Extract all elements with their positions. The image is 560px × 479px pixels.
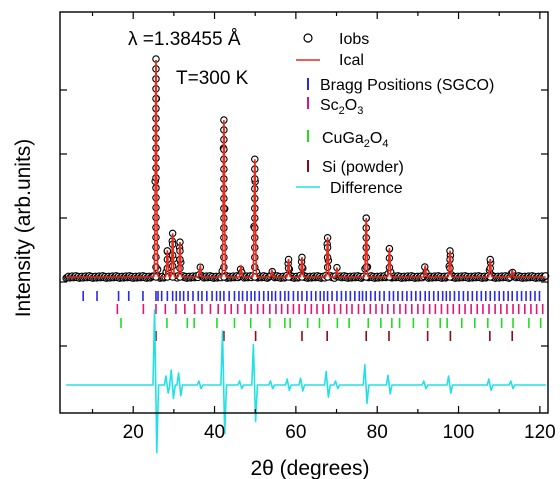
legend-label-si: Si (powder)	[322, 159, 404, 176]
iobs-point	[251, 224, 259, 232]
x-tick-label: 60	[285, 422, 306, 443]
iobs-point	[152, 193, 160, 202]
iobs-point	[362, 263, 370, 271]
legend-marker-iobs	[303, 33, 313, 43]
iobs-point	[152, 233, 160, 242]
iobs-point	[446, 264, 454, 273]
ical-line	[66, 59, 546, 278]
iobs-point	[168, 262, 177, 270]
bragg-row-sc2o3	[116, 304, 544, 314]
series-layer	[62, 55, 550, 454]
bragg-row-si	[155, 331, 514, 341]
iobs-point	[152, 223, 160, 232]
x-axis-title: 2θ (degrees)	[250, 457, 369, 479]
difference-curve	[66, 309, 546, 454]
legend-label-ical: Ical	[339, 52, 364, 69]
iobs-point	[220, 224, 228, 232]
legend-label-cuga2o4: CuGa2O4	[322, 130, 389, 150]
legend-label-difference: Difference	[330, 180, 403, 197]
x-tick-label: 20	[123, 422, 144, 443]
x-tick-label: 120	[524, 422, 556, 443]
legend-label-iobs: Iobs	[339, 31, 369, 48]
legend-label-bragg: Bragg Positions (SGCO)	[320, 77, 494, 94]
iobs-point	[323, 263, 332, 271]
bragg-row-cuga2o4	[120, 318, 542, 328]
bragg-row-sgco	[82, 291, 541, 301]
iobs-point	[176, 264, 184, 273]
iobs-point	[251, 253, 259, 262]
iobs-point	[362, 253, 370, 262]
wavelength-annotation: λ =1.38455 Å	[128, 29, 241, 50]
x-tick-label: 40	[204, 422, 225, 443]
x-tick-label: 80	[367, 422, 388, 443]
iobs-point	[152, 253, 160, 261]
iobs-point	[220, 253, 228, 262]
iobs-point	[152, 243, 160, 252]
iobs-point	[251, 234, 259, 242]
iobs-point	[220, 234, 228, 242]
plot-frame	[59, 11, 549, 414]
temperature-annotation: T=300 K	[176, 68, 249, 89]
axes-layer: 20 40 60 80 100 120	[59, 11, 556, 443]
iobs-point	[220, 243, 228, 252]
iobs-point	[152, 213, 160, 222]
iobs-point	[220, 214, 228, 222]
iobs-point	[152, 203, 160, 212]
x-tick-label: 100	[443, 422, 475, 443]
legend-label-sc2o3: Sc2O3	[320, 97, 363, 117]
legend: Iobs Ical Bragg Positions (SGCO) Sc2O3 C…	[296, 31, 494, 197]
iobs-point	[251, 243, 259, 252]
iobs-point	[385, 263, 394, 272]
y-axis-title: Intensity (arb.units)	[12, 139, 35, 318]
iobs-point	[152, 184, 160, 192]
